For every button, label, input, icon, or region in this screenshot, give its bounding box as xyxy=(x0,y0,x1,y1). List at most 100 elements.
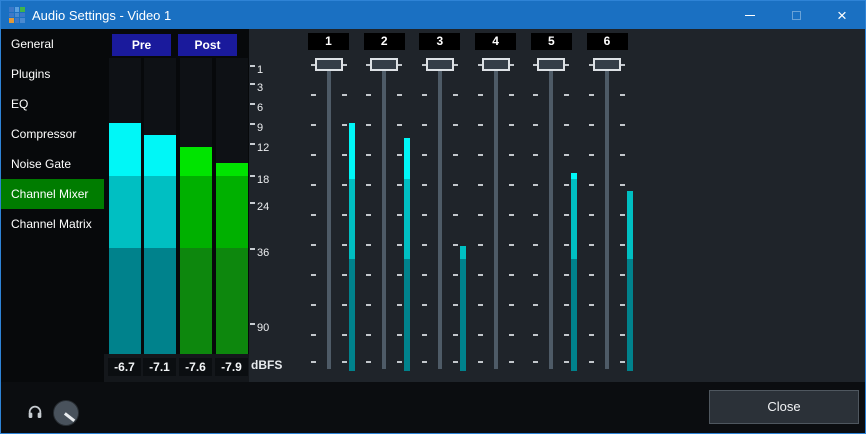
knob-pointer xyxy=(64,412,76,422)
fader-track[interactable] xyxy=(437,65,442,369)
fader-tick xyxy=(533,214,539,216)
fader-tick xyxy=(452,184,458,186)
channel-number-box: 3 xyxy=(419,33,461,50)
meter-zone xyxy=(627,259,633,371)
sidebar-item-noise-gate[interactable]: Noise Gate xyxy=(1,149,104,179)
meter-zone xyxy=(404,259,411,371)
close-button[interactable]: Close xyxy=(709,390,859,424)
fader-handle[interactable] xyxy=(481,58,510,71)
headphone-volume-knob[interactable] xyxy=(53,400,79,426)
fader-tick xyxy=(533,244,539,246)
fader-tick xyxy=(620,304,625,306)
scale-tick-mark xyxy=(250,175,255,177)
fader-tick xyxy=(477,124,483,126)
logo-cell xyxy=(20,18,25,23)
fader-tick xyxy=(310,244,316,246)
fader-tick xyxy=(310,361,316,363)
fader-tick xyxy=(366,334,372,336)
scale-tick-label: 36 xyxy=(257,247,270,259)
scale-tick-label: 1 xyxy=(257,64,264,76)
fader-handle[interactable] xyxy=(370,58,399,71)
meter-zone xyxy=(144,135,176,176)
fader-tick xyxy=(477,184,483,186)
fader-tick xyxy=(477,274,483,276)
fader-tick xyxy=(533,64,539,66)
fader-tick xyxy=(620,334,625,336)
fader-track[interactable] xyxy=(605,65,609,369)
sidebar-item-label: EQ xyxy=(11,97,29,111)
fader-tick xyxy=(366,154,372,156)
fader-tick xyxy=(564,214,570,216)
logo-cell xyxy=(20,12,25,18)
fader-tick xyxy=(397,274,403,276)
fader-tick xyxy=(589,304,594,306)
pre-button[interactable]: Pre xyxy=(112,34,171,56)
fader-tick xyxy=(508,274,514,276)
scale-tick-mark xyxy=(250,65,255,67)
fader-tick xyxy=(452,214,458,216)
fader-tick xyxy=(508,154,514,156)
fader-tick xyxy=(421,274,427,276)
fader-tick xyxy=(366,361,372,363)
scale-tick-mark xyxy=(250,123,255,125)
fader-track[interactable] xyxy=(493,65,498,369)
fader-tick xyxy=(397,361,403,363)
fader-tick xyxy=(620,361,625,363)
fader-tick xyxy=(508,304,514,306)
fader-track[interactable] xyxy=(549,65,554,369)
fader-tick xyxy=(421,94,427,96)
meter-zone xyxy=(348,123,355,179)
sidebar-item-channel-matrix[interactable]: Channel Matrix xyxy=(1,209,104,239)
sidebar-item-compressor[interactable]: Compressor xyxy=(1,119,104,149)
sidebar-item-general[interactable]: General xyxy=(1,29,104,59)
maximize-button[interactable] xyxy=(773,1,819,29)
maximize-icon xyxy=(791,10,801,20)
fader-tick xyxy=(397,184,403,186)
fader-tick xyxy=(564,184,570,186)
scale-tick-label: 6 xyxy=(257,102,264,114)
channel-number-box: 1 xyxy=(308,33,349,50)
fader-tick xyxy=(341,274,347,276)
fader-handle[interactable] xyxy=(425,58,454,71)
fader-tick xyxy=(397,154,403,156)
fader-tick xyxy=(564,154,570,156)
fader-tick xyxy=(366,244,372,246)
fader-tick xyxy=(310,304,316,306)
channel-number-box: 5 xyxy=(530,33,572,50)
fader-tick xyxy=(452,64,458,66)
meter-zone xyxy=(348,179,355,259)
sidebar-item-channel-mixer[interactable]: Channel Mixer xyxy=(1,179,104,209)
meter-zone xyxy=(459,246,466,259)
meter-zone xyxy=(180,248,212,354)
fader-tick xyxy=(341,64,347,66)
fader-handle[interactable] xyxy=(314,58,343,71)
sidebar-item-label: Plugins xyxy=(11,67,51,81)
scale-tick-label: 3 xyxy=(257,82,264,94)
fader-tick xyxy=(477,304,483,306)
fader-tick xyxy=(477,334,483,336)
fader-tick xyxy=(564,334,570,336)
meter-readout: -7.6 xyxy=(179,358,212,376)
fader-tick xyxy=(477,94,483,96)
fader-tick xyxy=(397,244,403,246)
fader-tick xyxy=(589,244,594,246)
sidebar-item-eq[interactable]: EQ xyxy=(1,89,104,119)
post-button[interactable]: Post xyxy=(178,34,237,56)
scale-tick-mark xyxy=(250,248,255,250)
fader-tick xyxy=(564,274,570,276)
fader-handle[interactable] xyxy=(593,58,621,71)
fader-handle[interactable] xyxy=(537,58,566,71)
fader-tick xyxy=(452,244,458,246)
logo-cell xyxy=(20,7,25,12)
scale-tick-mark xyxy=(250,202,255,204)
meter-zone xyxy=(459,259,466,371)
sidebar-item-plugins[interactable]: Plugins xyxy=(1,59,104,89)
close-window-button[interactable]: × xyxy=(819,1,865,29)
fader-tick xyxy=(477,214,483,216)
fader-track[interactable] xyxy=(326,65,331,369)
fader-tick xyxy=(620,94,625,96)
fader-track[interactable] xyxy=(382,65,387,369)
fader-tick xyxy=(533,361,539,363)
minimize-button[interactable] xyxy=(727,1,773,29)
fader-tick xyxy=(477,244,483,246)
